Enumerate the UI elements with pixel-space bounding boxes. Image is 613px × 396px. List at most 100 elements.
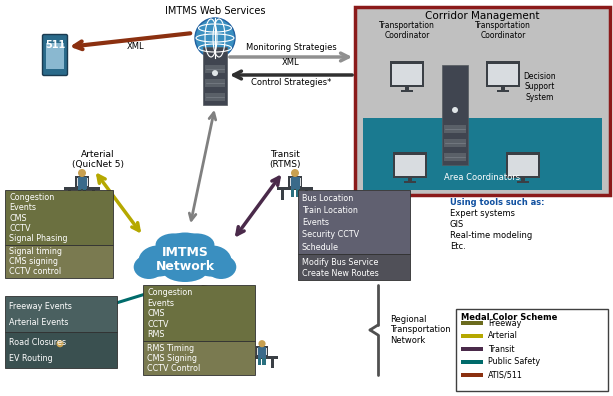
Bar <box>5 296 117 332</box>
Bar <box>54 346 66 356</box>
Text: Road Closures: Road Closures <box>9 339 66 347</box>
Bar <box>281 187 284 200</box>
Bar <box>401 90 413 92</box>
Text: Congestion: Congestion <box>147 288 192 297</box>
Bar <box>205 79 225 87</box>
Bar <box>256 346 268 356</box>
Bar <box>44 356 76 359</box>
Bar <box>258 358 261 365</box>
Text: XML: XML <box>282 58 300 67</box>
FancyBboxPatch shape <box>42 34 67 76</box>
Text: RMS Timing: RMS Timing <box>147 344 194 353</box>
Bar <box>92 187 95 200</box>
Text: CCTV: CCTV <box>147 320 169 329</box>
Text: Train Location: Train Location <box>302 206 358 215</box>
Bar <box>291 189 294 197</box>
Bar <box>64 187 100 190</box>
Bar <box>249 356 252 368</box>
Bar <box>55 348 65 355</box>
Text: Etc.: Etc. <box>450 242 466 251</box>
Text: Events: Events <box>9 203 36 212</box>
Bar <box>246 356 278 359</box>
Text: Public Safety: Public Safety <box>488 358 540 367</box>
Circle shape <box>56 340 64 347</box>
Bar <box>205 65 225 73</box>
Bar <box>77 178 88 185</box>
Bar <box>461 373 483 377</box>
Circle shape <box>291 169 299 177</box>
Text: Decision
Support
System: Decision Support System <box>524 72 557 102</box>
Bar <box>497 90 509 92</box>
Bar <box>298 190 410 254</box>
Text: XML: XML <box>127 42 145 51</box>
Ellipse shape <box>139 246 178 276</box>
Text: Events: Events <box>302 218 329 227</box>
Bar <box>508 155 538 176</box>
Text: Freeway: Freeway <box>488 318 522 327</box>
Text: EV Routing: EV Routing <box>9 354 53 363</box>
Text: Transit
(RTMS): Transit (RTMS) <box>269 150 301 169</box>
Ellipse shape <box>159 232 211 272</box>
Text: Signal timing: Signal timing <box>9 248 62 257</box>
Text: Transit: Transit <box>488 345 514 354</box>
Ellipse shape <box>192 246 232 276</box>
Text: Events: Events <box>147 299 174 308</box>
Text: Real-time modeling: Real-time modeling <box>450 231 532 240</box>
Bar <box>5 332 117 368</box>
Text: Congestion: Congestion <box>9 193 54 202</box>
Bar <box>392 64 422 85</box>
Bar <box>68 187 71 200</box>
Text: CMS signing: CMS signing <box>9 257 58 267</box>
Ellipse shape <box>134 255 164 279</box>
Text: Area Coordinators: Area Coordinators <box>444 173 520 182</box>
Bar <box>258 347 266 358</box>
Text: Regional
Transportation
Network: Regional Transportation Network <box>390 315 451 345</box>
Text: Arterial Events: Arterial Events <box>9 318 69 327</box>
Bar <box>5 190 113 245</box>
Text: RMS: RMS <box>147 330 164 339</box>
Bar <box>5 245 113 278</box>
Bar <box>408 177 412 182</box>
Bar <box>69 356 72 368</box>
Bar <box>77 189 81 197</box>
Text: Control Strategies*: Control Strategies* <box>251 78 331 87</box>
Bar <box>289 178 300 185</box>
Bar <box>486 61 520 87</box>
Text: Freeway Events: Freeway Events <box>9 303 72 312</box>
Text: CMS: CMS <box>9 213 26 223</box>
Text: GIS: GIS <box>450 220 464 229</box>
Text: Signal Phasing: Signal Phasing <box>9 234 67 243</box>
Bar <box>61 358 64 365</box>
Text: 511: 511 <box>45 40 65 50</box>
Text: CCTV: CCTV <box>9 224 31 233</box>
Bar <box>47 356 50 368</box>
Bar <box>390 61 424 87</box>
Text: Create New Routes: Create New Routes <box>302 269 379 278</box>
Ellipse shape <box>206 255 236 279</box>
Bar <box>461 360 483 364</box>
Text: CCTV Control: CCTV Control <box>147 364 200 373</box>
Bar <box>305 187 308 200</box>
Text: IMTMS Web Services: IMTMS Web Services <box>165 6 265 16</box>
Bar <box>363 118 602 190</box>
Bar <box>143 341 255 375</box>
Bar <box>521 177 525 182</box>
Bar <box>444 139 466 147</box>
Bar <box>298 254 410 280</box>
Bar <box>56 358 59 365</box>
Bar <box>143 285 255 341</box>
Text: Expert systems: Expert systems <box>450 209 515 218</box>
Text: Network: Network <box>156 261 215 274</box>
Bar <box>291 177 300 189</box>
Bar <box>506 152 540 178</box>
Text: Bus Location: Bus Location <box>302 194 353 203</box>
Text: CCTV control: CCTV control <box>9 268 61 276</box>
Bar <box>355 7 610 195</box>
Ellipse shape <box>162 258 208 282</box>
Text: Arterial: Arterial <box>488 331 518 341</box>
Bar <box>205 93 225 101</box>
Bar <box>442 65 468 165</box>
Text: Schedule: Schedule <box>302 242 339 251</box>
Circle shape <box>78 169 86 177</box>
Bar <box>517 181 529 183</box>
